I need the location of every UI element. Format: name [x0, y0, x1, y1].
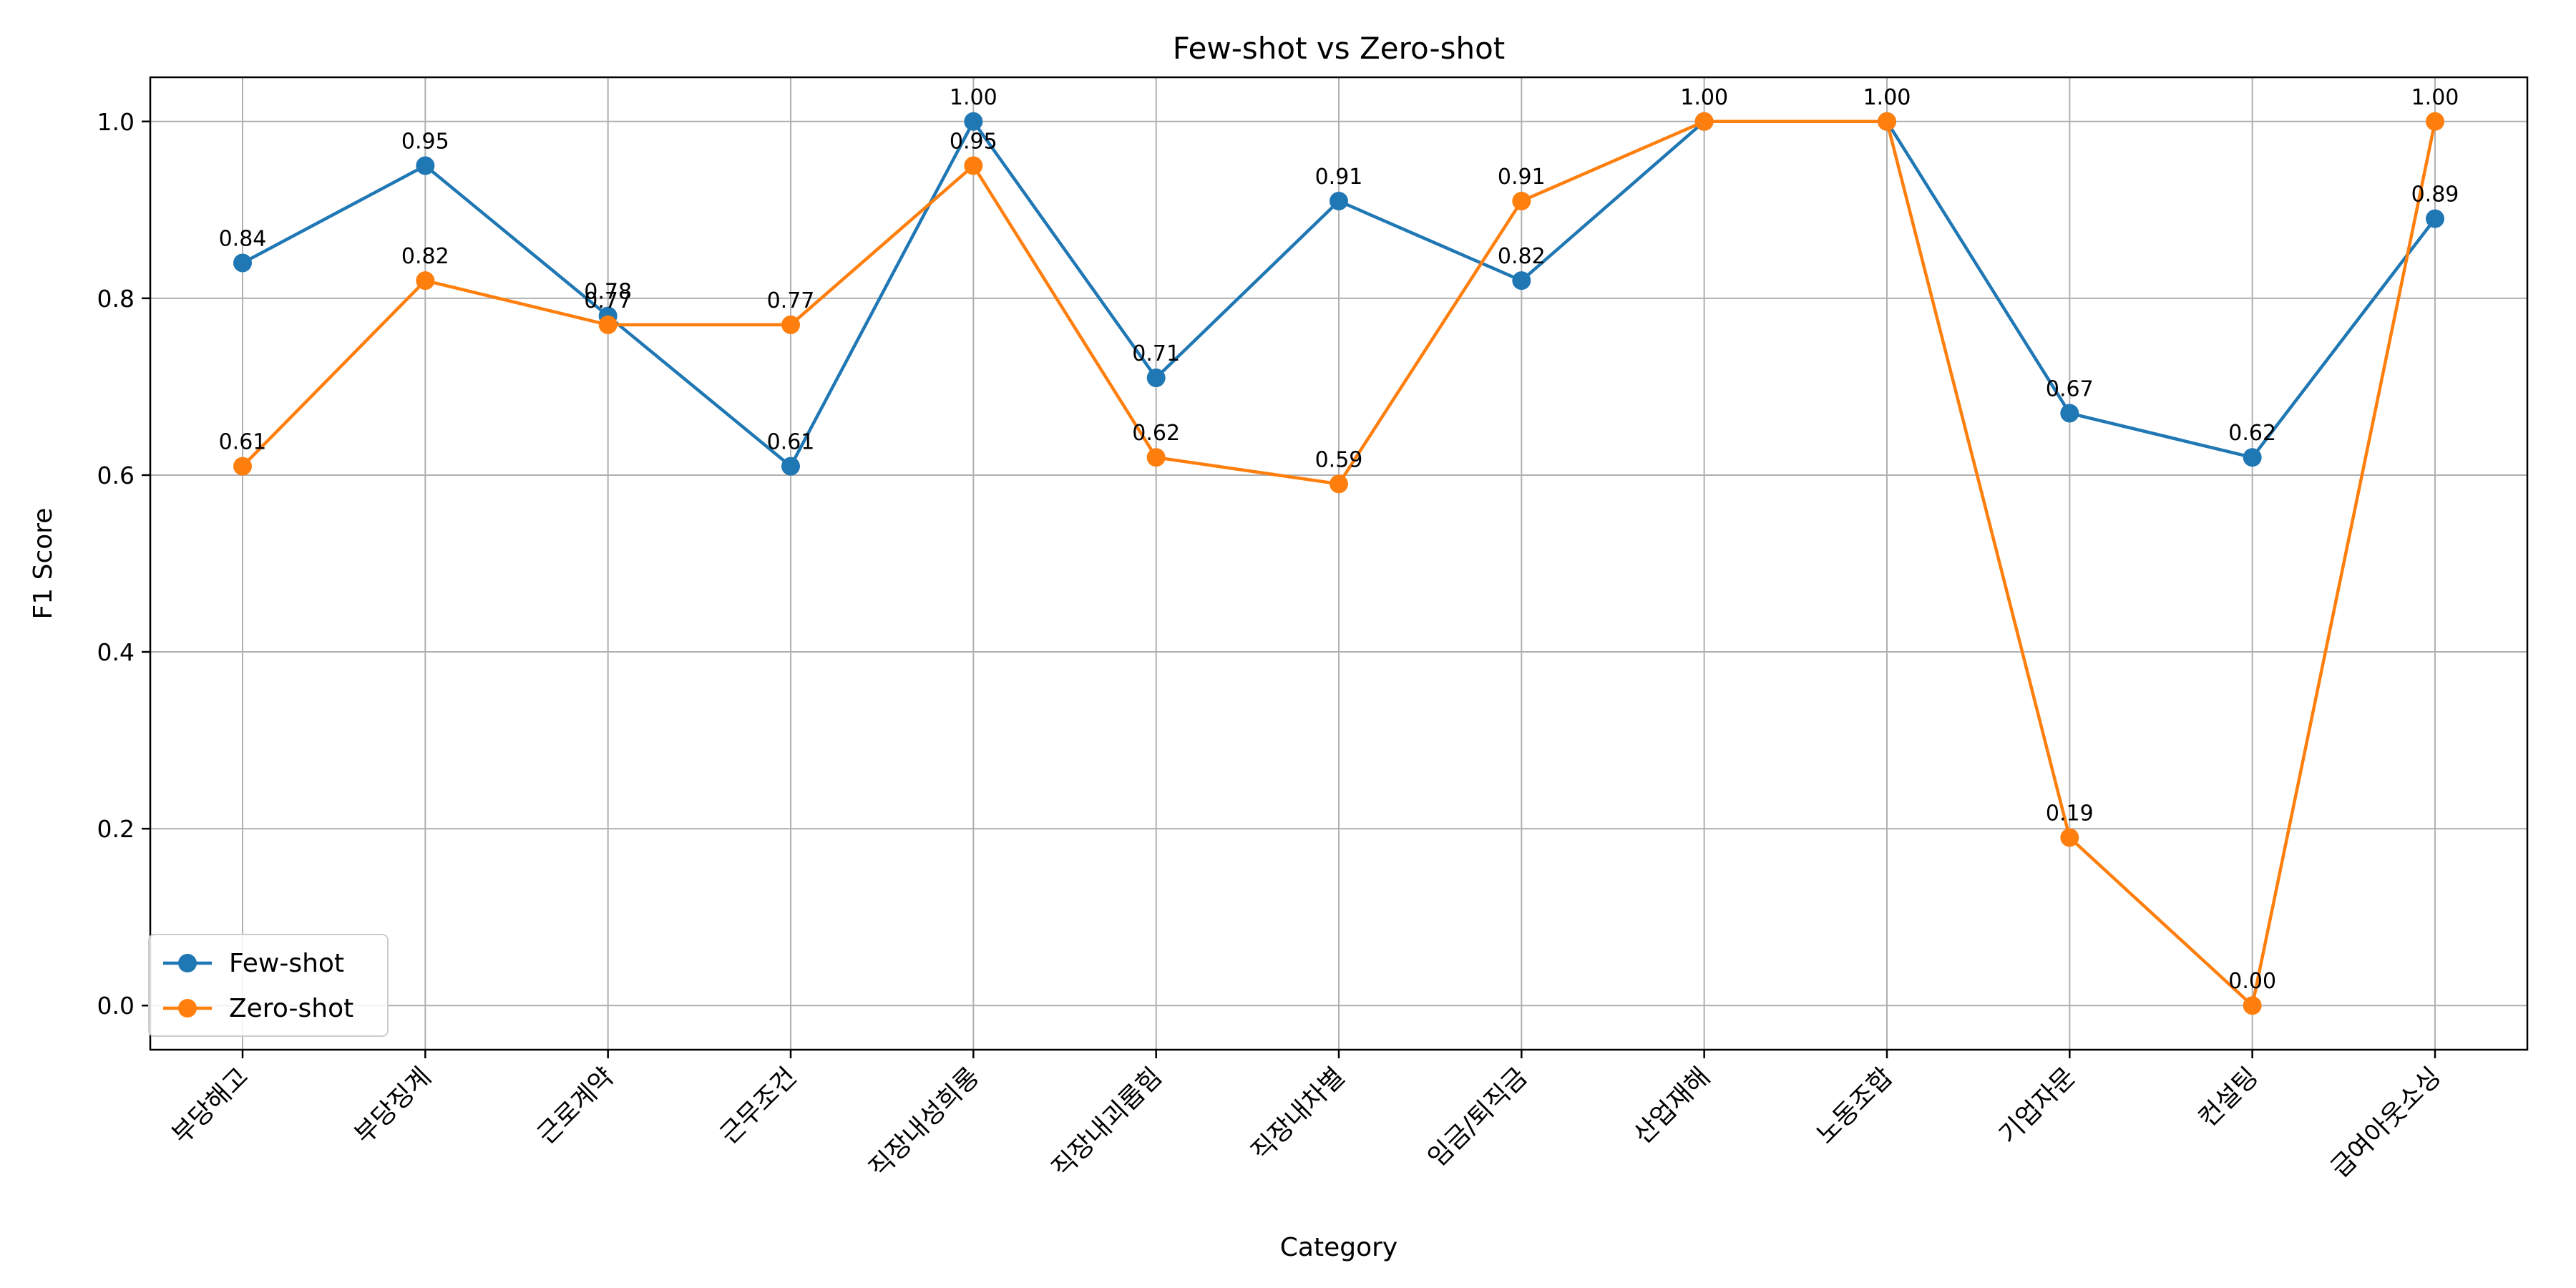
data-point — [781, 315, 800, 334]
data-point — [2060, 404, 2079, 423]
data-label: 1.00 — [1863, 85, 1911, 110]
y-tick-label: 0.4 — [97, 638, 135, 666]
data-point — [964, 112, 983, 131]
data-point — [416, 156, 435, 175]
data-label: 0.82 — [1498, 244, 1546, 269]
data-point — [1694, 112, 1714, 131]
data-label: 1.00 — [950, 85, 997, 110]
series-layer — [233, 112, 2444, 1015]
legend: Few-shot Zero-shot — [148, 934, 389, 1037]
data-point — [2060, 828, 2079, 847]
data-label: 1.00 — [1863, 85, 1911, 110]
data-label: 0.67 — [2046, 376, 2094, 401]
data-label: 0.78 — [584, 280, 632, 305]
data-label: 0.77 — [767, 288, 815, 313]
series-zero-shot — [233, 112, 2444, 1015]
data-label: 1.00 — [2411, 85, 2459, 110]
y-axis: 0.0 0.2 0.4 0.6 0.8 1.0 — [97, 108, 150, 1020]
data-point — [1330, 191, 1348, 210]
data-label: 0.71 — [1132, 341, 1180, 366]
data-label: 0.89 — [2411, 182, 2459, 208]
grid-lines — [150, 77, 2527, 1050]
data-point — [2426, 209, 2444, 228]
data-point — [598, 315, 618, 334]
data-point — [1878, 112, 1896, 131]
data-label: 0.82 — [401, 244, 449, 269]
legend-box — [148, 934, 389, 1037]
data-point — [1512, 271, 1531, 291]
data-label: 0.19 — [2046, 801, 2094, 826]
data-point — [416, 271, 435, 291]
data-point — [2243, 448, 2262, 467]
data-label: 0.91 — [1315, 165, 1363, 190]
data-label: 1.00 — [1680, 85, 1728, 110]
data-label: 0.95 — [950, 130, 997, 155]
legend-label: Few-shot — [229, 949, 344, 978]
y-tick-label: 0.8 — [97, 285, 135, 313]
data-label: 0.61 — [767, 430, 815, 455]
data-label: 1.00 — [1680, 85, 1728, 110]
x-axis-label: Category — [1280, 1233, 1397, 1262]
data-label: 0.77 — [584, 288, 632, 313]
data-point — [233, 253, 252, 273]
y-tick-label: 0.6 — [97, 462, 135, 489]
data-point — [781, 457, 800, 476]
data-label: 0.91 — [1498, 165, 1546, 190]
chart-title: Few-shot vs Zero-shot — [1173, 31, 1506, 66]
data-point — [2426, 112, 2444, 131]
data-label: 0.61 — [219, 430, 267, 455]
data-point — [1330, 474, 1348, 494]
legend-marker — [178, 999, 197, 1018]
legend-label: Zero-shot — [229, 994, 353, 1023]
data-point — [233, 457, 252, 476]
y-tick-label: 1.0 — [97, 108, 135, 136]
data-point — [2243, 996, 2262, 1015]
data-point — [964, 156, 983, 175]
y-axis-label: F1 Score — [29, 508, 58, 620]
y-tick-label: 0.0 — [97, 992, 135, 1020]
legend-marker — [178, 954, 197, 972]
data-label: 0.00 — [2228, 969, 2276, 994]
data-point — [1512, 191, 1531, 210]
data-label: 0.95 — [401, 130, 449, 155]
data-label: 0.84 — [219, 226, 267, 251]
data-point — [1146, 369, 1166, 388]
data-labels: 0.84 0.95 0.78 0.61 1.00 0.71 0.91 0.82 1.00 1.00… — [219, 85, 2459, 994]
data-label: 0.62 — [1132, 421, 1180, 446]
data-label: 0.59 — [1315, 447, 1363, 472]
y-tick-label: 0.2 — [97, 815, 135, 843]
data-label: 0.62 — [2228, 421, 2276, 446]
data-point — [1146, 448, 1166, 467]
